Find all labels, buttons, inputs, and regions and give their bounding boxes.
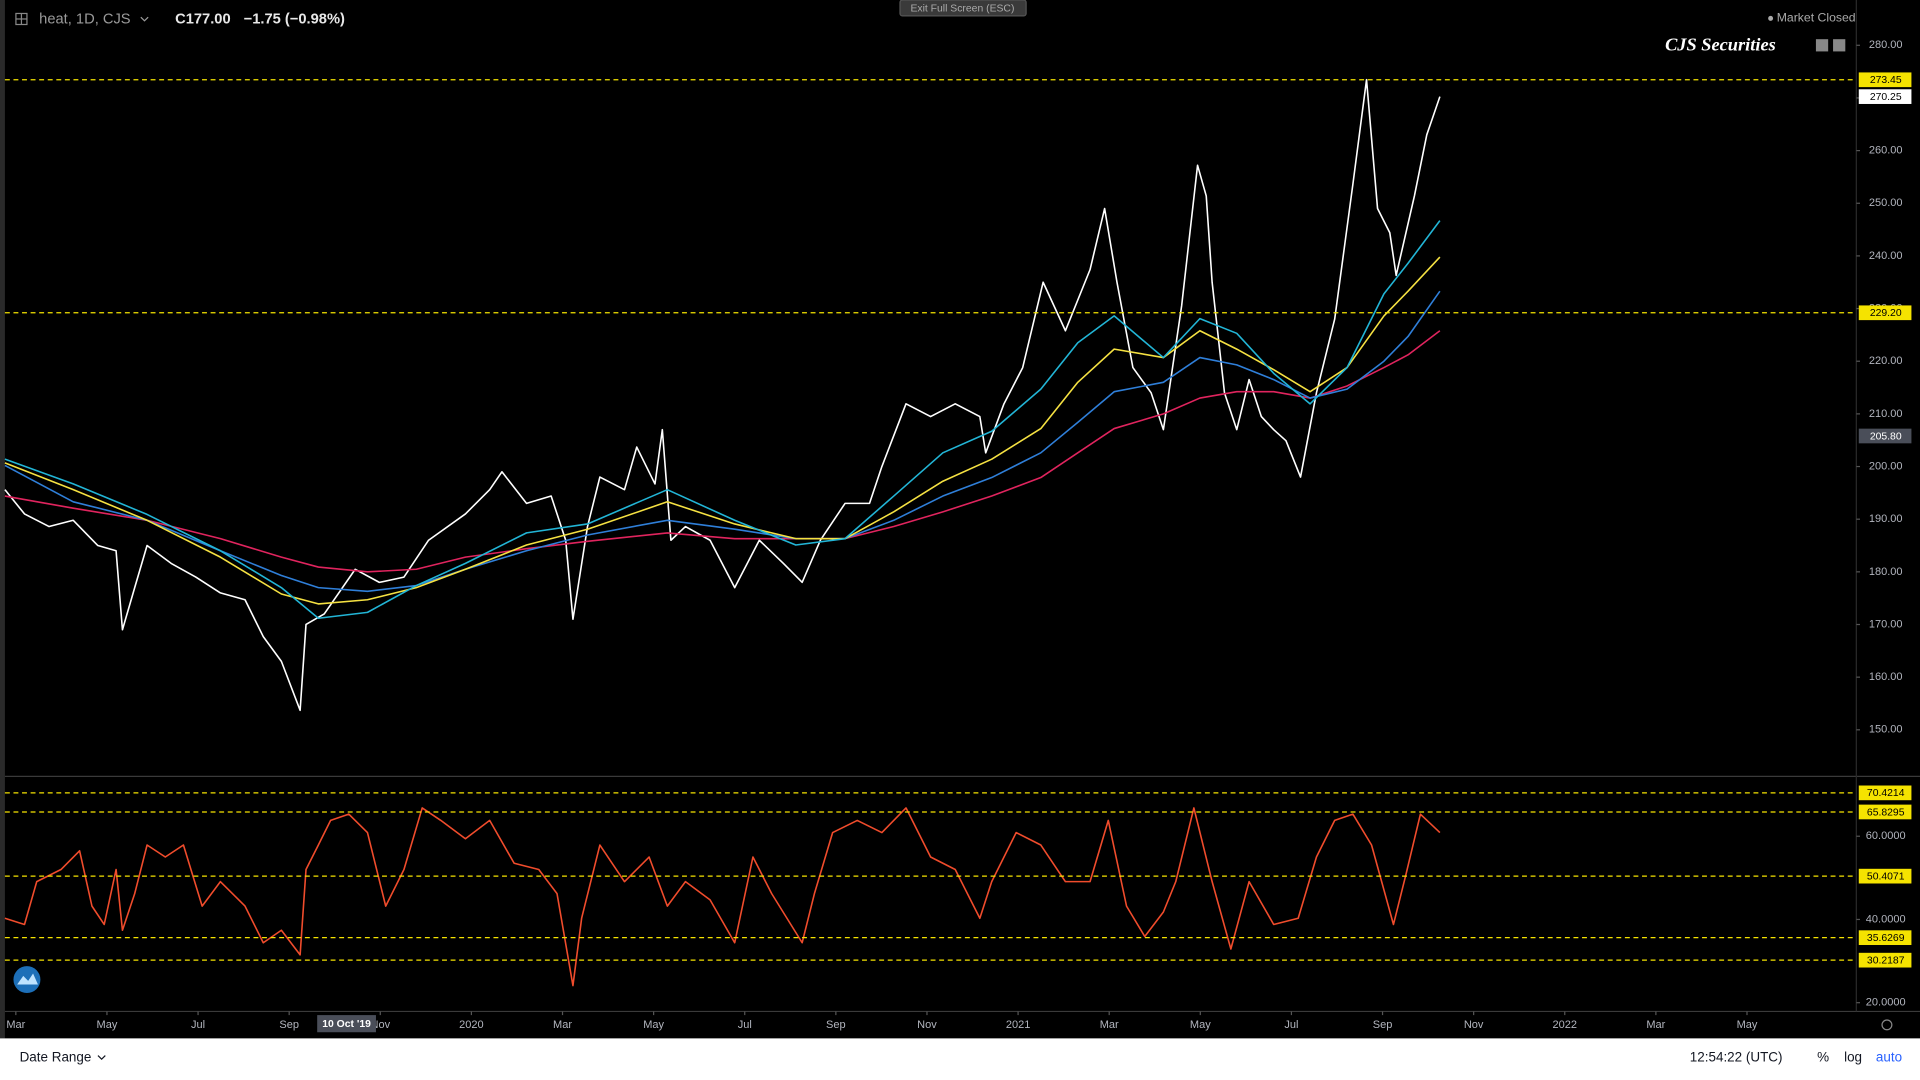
- level-label-bg: [1858, 952, 1912, 968]
- x-tick-label: Jul: [191, 1019, 205, 1031]
- settings-icon[interactable]: [1881, 1019, 1893, 1031]
- x-tick-label: 2022: [1553, 1019, 1578, 1031]
- level-label: 273.45: [1870, 75, 1902, 86]
- level-label-bg: [1858, 804, 1912, 820]
- crosshair-date-label: 10 Oct '19: [322, 1019, 371, 1030]
- price-change: −1.75 (−0.98%): [244, 11, 345, 27]
- x-tick-label: Nov: [917, 1019, 937, 1031]
- y-tick-label: 20.0000: [1866, 997, 1906, 1009]
- collapse-button[interactable]: [1815, 39, 1829, 52]
- window-border: [0, 0, 5, 1039]
- y-tick-label: 170.00: [1869, 618, 1903, 630]
- y-tick-label: 220.00: [1869, 355, 1903, 367]
- logo-mark: [17, 973, 38, 985]
- series-line: [4, 290, 1441, 593]
- x-tick-label: May: [1737, 1019, 1758, 1031]
- x-tick-label: Sep: [826, 1019, 846, 1031]
- expand-button[interactable]: [1833, 39, 1846, 52]
- level-label-bg: [1858, 72, 1912, 88]
- series-line: [4, 807, 1441, 987]
- x-tick-label: Mar: [1646, 1019, 1665, 1031]
- x-tick-label: Sep: [1373, 1019, 1393, 1031]
- x-tick-label: Mar: [1100, 1019, 1119, 1031]
- y-tick-label: 160.00: [1869, 671, 1903, 683]
- level-label: 70.4214: [1867, 788, 1905, 799]
- level-label: 35.6269: [1867, 933, 1905, 944]
- x-tick-label: Jul: [738, 1019, 752, 1031]
- log-toggle[interactable]: log: [1844, 1050, 1862, 1065]
- level-label-bg: [1858, 868, 1912, 884]
- x-tick-label: Nov: [1464, 1019, 1484, 1031]
- symbol-icon[interactable]: [15, 12, 28, 26]
- y-tick-label: 40.0000: [1866, 913, 1906, 925]
- x-tick-label: May: [643, 1019, 664, 1031]
- series-line: [4, 78, 1441, 712]
- last-price-label: 270.25: [1870, 92, 1902, 103]
- last-price-label-bg: [1858, 89, 1912, 104]
- chevron: [97, 1055, 106, 1061]
- close-price: C177.00: [175, 11, 231, 27]
- x-tick-label: 2021: [1006, 1019, 1031, 1031]
- exit-fullscreen-button[interactable]: [899, 0, 1027, 17]
- y-tick-label: 180.00: [1869, 566, 1903, 578]
- y-tick-label: 190.00: [1869, 513, 1903, 525]
- y-tick-label: 280.00: [1869, 39, 1903, 51]
- level-label: 65.8295: [1867, 807, 1905, 818]
- x-tick-label: May: [1190, 1019, 1211, 1031]
- series-line: [4, 330, 1441, 573]
- level-label: 30.2187: [1867, 956, 1905, 967]
- y-tick-label: 210.00: [1869, 408, 1903, 420]
- y-tick-label: 240.00: [1869, 250, 1903, 262]
- exit-fullscreen-label[interactable]: Exit Full Screen (ESC): [910, 3, 1014, 14]
- series-line: [4, 220, 1441, 620]
- level-label: 50.4071: [1867, 872, 1905, 883]
- series-line: [4, 256, 1441, 605]
- x-tick-label: May: [97, 1019, 118, 1031]
- date-range-button[interactable]: Date Range: [20, 1050, 92, 1065]
- chevron: [140, 16, 149, 22]
- x-tick-label: Jul: [1284, 1019, 1298, 1031]
- y-tick-label: 260.00: [1869, 145, 1903, 157]
- level-label: 229.20: [1870, 308, 1902, 319]
- axes: 150.00 160.00 170.00 180.00 190.00 200.00 210.…: [6, 39, 1912, 1033]
- crosshair-price-label-bg: [1858, 428, 1912, 444]
- market-status: Market Closed: [1777, 11, 1856, 25]
- x-tick-label: Mar: [553, 1019, 572, 1031]
- footer-bar: [0, 1038, 1920, 1080]
- auto-toggle[interactable]: auto: [1876, 1050, 1902, 1065]
- percent-toggle[interactable]: %: [1817, 1050, 1829, 1065]
- status-dot: [1768, 15, 1774, 21]
- x-tick-label: Sep: [279, 1019, 299, 1031]
- plot-area: [4, 78, 1857, 987]
- x-tick-label: 2020: [459, 1019, 484, 1031]
- y-tick-label: 60.0000: [1866, 830, 1906, 842]
- level-label-bg: [1858, 305, 1912, 321]
- level-label-bg: [1858, 930, 1912, 946]
- x-tick-label: Mar: [6, 1019, 25, 1031]
- y-tick-label: 150.00: [1869, 724, 1903, 736]
- level-label-bg: [1858, 785, 1912, 801]
- y-tick-label: 250.00: [1869, 197, 1903, 209]
- symbol[interactable]: heat, 1D, CJS: [39, 11, 131, 27]
- crosshair-price-label: 205.80: [1870, 431, 1902, 442]
- clock: 12:54:22 (UTC): [1690, 1050, 1783, 1065]
- logo[interactable]: [13, 966, 41, 994]
- crosshair-date-bg: [317, 1015, 376, 1033]
- y-tick-label: 200.00: [1869, 460, 1903, 472]
- watermark: CJS Securities: [1665, 35, 1776, 55]
